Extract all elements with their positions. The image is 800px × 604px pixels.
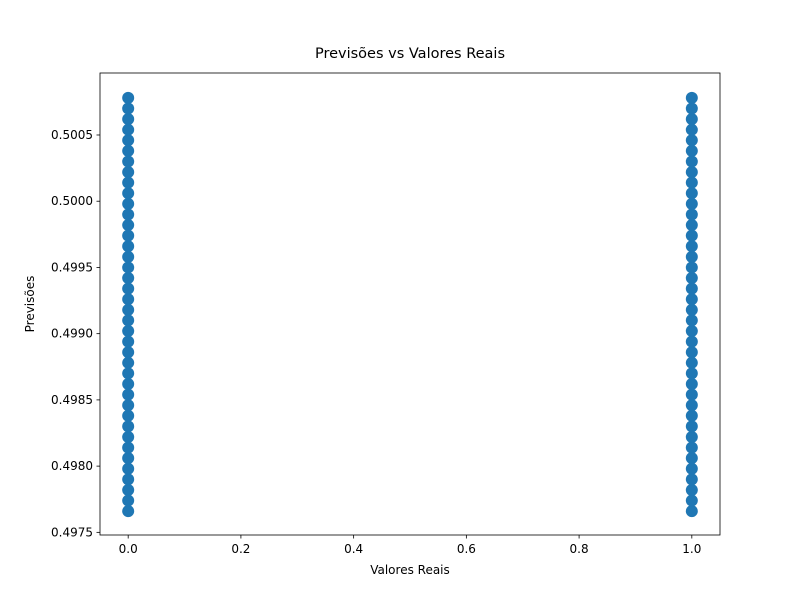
point [685,452,698,465]
point [122,483,135,496]
point [122,123,135,136]
point [122,505,135,518]
point [122,197,135,210]
x-tick-label: 1.0 [682,542,701,556]
point [685,282,698,295]
point [685,505,698,518]
point [122,166,135,179]
point [122,102,135,115]
point [122,452,135,465]
point [685,483,698,496]
point [685,155,698,168]
point [685,250,698,263]
y-tick-label: 0.4975 [51,525,93,539]
point [122,462,135,475]
y-tick-label: 0.4980 [51,459,93,473]
point [685,346,698,359]
point [685,229,698,242]
point [122,409,135,422]
point [685,441,698,454]
x-tick-label: 0.4 [344,542,363,556]
point [122,430,135,443]
point [122,335,135,348]
point [685,272,698,285]
point [685,187,698,200]
point [685,293,698,306]
y-tick-label: 0.4995 [51,260,93,274]
point [122,219,135,232]
point [685,473,698,486]
y-tick-label: 0.5005 [51,128,93,142]
point [122,378,135,391]
point [685,430,698,443]
x-tick-label: 0.0 [119,542,138,556]
point [685,102,698,115]
point [685,261,698,274]
point [122,314,135,327]
point [122,388,135,401]
point [122,144,135,157]
chart-title: Previsões vs Valores Reais [315,46,505,62]
x-tick-label: 0.8 [570,542,589,556]
point [122,176,135,189]
point [685,325,698,338]
point [685,166,698,179]
point [685,134,698,147]
point [122,240,135,253]
point [122,282,135,295]
point [122,473,135,486]
point [685,91,698,104]
x-axis-label: Valores Reais [370,563,450,577]
point [685,494,698,507]
point [685,219,698,232]
point [122,293,135,306]
point [122,91,135,104]
point [122,494,135,507]
point [122,272,135,285]
point [122,155,135,168]
point [122,367,135,380]
point [685,378,698,391]
point [685,409,698,422]
point [122,441,135,454]
y-tick-label: 0.5000 [51,194,93,208]
point [122,187,135,200]
point [685,399,698,412]
point [685,388,698,401]
plot-frame [99,72,721,536]
point [685,314,698,327]
point [122,325,135,338]
point [122,261,135,274]
point [685,144,698,157]
point [122,303,135,316]
point [122,113,135,126]
y-tick-label: 0.4990 [51,327,93,341]
point [685,335,698,348]
x-tick-label: 0.2 [231,542,250,556]
point [685,197,698,210]
point [122,208,135,221]
point [685,123,698,136]
y-tick-label: 0.4985 [51,393,93,407]
point [685,240,698,253]
point [685,176,698,189]
point [685,303,698,316]
point [685,420,698,433]
point [122,134,135,147]
point [122,399,135,412]
point [685,356,698,369]
point [122,346,135,359]
point [122,356,135,369]
point [122,420,135,433]
point [122,229,135,242]
x-tick-label: 0.6 [457,542,476,556]
point [685,367,698,380]
point [685,113,698,126]
point [685,462,698,475]
point [685,208,698,221]
y-axis-label: Previsões [23,276,37,333]
point [122,250,135,263]
